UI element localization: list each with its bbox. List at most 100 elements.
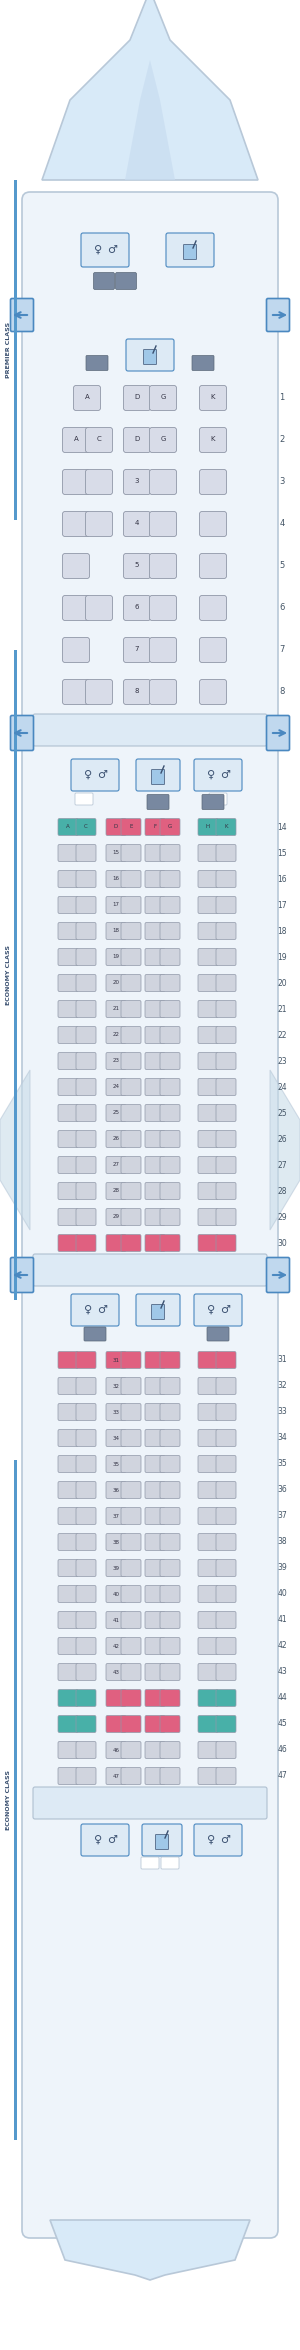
FancyBboxPatch shape	[216, 1690, 236, 1706]
Text: 31: 31	[277, 1356, 287, 1365]
Text: 42: 42	[277, 1643, 287, 1650]
Text: 44: 44	[277, 1694, 287, 1701]
FancyBboxPatch shape	[198, 1638, 218, 1654]
Text: 42: 42	[112, 1643, 119, 1647]
FancyBboxPatch shape	[58, 870, 78, 888]
FancyBboxPatch shape	[85, 428, 112, 454]
FancyBboxPatch shape	[216, 1130, 236, 1147]
FancyBboxPatch shape	[198, 1208, 218, 1224]
FancyBboxPatch shape	[198, 895, 218, 914]
Text: 34: 34	[277, 1434, 287, 1443]
FancyBboxPatch shape	[160, 870, 180, 888]
FancyBboxPatch shape	[76, 1612, 96, 1629]
FancyBboxPatch shape	[160, 1767, 180, 1784]
FancyBboxPatch shape	[198, 1403, 218, 1419]
FancyBboxPatch shape	[106, 818, 126, 837]
FancyBboxPatch shape	[200, 428, 226, 454]
Text: 20: 20	[277, 978, 287, 987]
FancyBboxPatch shape	[160, 1182, 180, 1198]
FancyBboxPatch shape	[145, 1079, 165, 1095]
FancyBboxPatch shape	[216, 1506, 236, 1525]
Text: 38: 38	[277, 1537, 287, 1546]
FancyBboxPatch shape	[216, 1455, 236, 1473]
FancyBboxPatch shape	[76, 1480, 96, 1499]
FancyBboxPatch shape	[198, 870, 218, 888]
FancyBboxPatch shape	[200, 512, 226, 536]
Text: 26: 26	[112, 1137, 119, 1142]
FancyBboxPatch shape	[160, 1053, 180, 1069]
FancyBboxPatch shape	[216, 1053, 236, 1069]
FancyBboxPatch shape	[74, 385, 100, 411]
FancyBboxPatch shape	[71, 759, 119, 792]
FancyBboxPatch shape	[160, 1638, 180, 1654]
FancyBboxPatch shape	[106, 844, 126, 862]
Text: 26: 26	[277, 1135, 287, 1144]
Text: 38: 38	[112, 1539, 119, 1544]
Text: 43: 43	[112, 1668, 119, 1676]
FancyBboxPatch shape	[85, 679, 112, 705]
FancyBboxPatch shape	[216, 895, 236, 914]
FancyBboxPatch shape	[33, 714, 267, 745]
FancyBboxPatch shape	[85, 470, 112, 493]
FancyBboxPatch shape	[198, 1612, 218, 1629]
FancyBboxPatch shape	[76, 1053, 96, 1069]
FancyBboxPatch shape	[194, 759, 242, 792]
FancyBboxPatch shape	[106, 1586, 126, 1603]
FancyBboxPatch shape	[33, 1255, 267, 1285]
FancyBboxPatch shape	[121, 1001, 141, 1018]
FancyBboxPatch shape	[121, 1182, 141, 1198]
FancyBboxPatch shape	[121, 1351, 141, 1368]
Text: 36: 36	[112, 1488, 119, 1492]
FancyBboxPatch shape	[216, 975, 236, 992]
Text: 30: 30	[277, 1238, 287, 1248]
FancyBboxPatch shape	[160, 1612, 180, 1629]
FancyBboxPatch shape	[216, 870, 236, 888]
Text: 39: 39	[277, 1563, 287, 1572]
FancyBboxPatch shape	[121, 975, 141, 992]
FancyBboxPatch shape	[58, 1480, 78, 1499]
FancyBboxPatch shape	[198, 1455, 218, 1473]
FancyBboxPatch shape	[198, 1586, 218, 1603]
FancyBboxPatch shape	[121, 1455, 141, 1473]
FancyBboxPatch shape	[145, 1208, 165, 1224]
Text: C: C	[84, 825, 88, 830]
FancyBboxPatch shape	[121, 1716, 141, 1732]
Text: 18: 18	[277, 926, 287, 935]
FancyBboxPatch shape	[124, 555, 151, 578]
FancyBboxPatch shape	[121, 1403, 141, 1419]
FancyBboxPatch shape	[216, 1234, 236, 1253]
FancyBboxPatch shape	[149, 512, 176, 536]
FancyBboxPatch shape	[160, 1403, 180, 1419]
Text: 5: 5	[279, 562, 285, 571]
FancyBboxPatch shape	[200, 555, 226, 578]
FancyBboxPatch shape	[86, 355, 108, 371]
FancyBboxPatch shape	[160, 1586, 180, 1603]
FancyBboxPatch shape	[160, 1130, 180, 1147]
Text: 4: 4	[279, 519, 285, 529]
FancyBboxPatch shape	[216, 1612, 236, 1629]
FancyBboxPatch shape	[143, 350, 157, 364]
FancyBboxPatch shape	[145, 1480, 165, 1499]
FancyBboxPatch shape	[121, 1506, 141, 1525]
FancyBboxPatch shape	[58, 1455, 78, 1473]
Text: 29: 29	[112, 1215, 119, 1220]
FancyBboxPatch shape	[198, 1351, 218, 1368]
FancyBboxPatch shape	[145, 1586, 165, 1603]
FancyBboxPatch shape	[145, 1560, 165, 1577]
FancyBboxPatch shape	[76, 1586, 96, 1603]
FancyBboxPatch shape	[76, 1027, 96, 1043]
FancyBboxPatch shape	[106, 1130, 126, 1147]
FancyBboxPatch shape	[216, 924, 236, 940]
FancyBboxPatch shape	[145, 1741, 165, 1758]
FancyBboxPatch shape	[198, 1664, 218, 1680]
FancyBboxPatch shape	[76, 1130, 96, 1147]
FancyBboxPatch shape	[22, 193, 278, 2237]
Text: E: E	[129, 825, 133, 830]
FancyBboxPatch shape	[142, 1824, 182, 1857]
FancyBboxPatch shape	[76, 1716, 96, 1732]
Text: 35: 35	[277, 1459, 287, 1469]
Text: 27: 27	[277, 1161, 287, 1170]
Bar	[14, 651, 17, 1300]
FancyBboxPatch shape	[207, 1328, 229, 1342]
Text: 17: 17	[277, 900, 287, 909]
